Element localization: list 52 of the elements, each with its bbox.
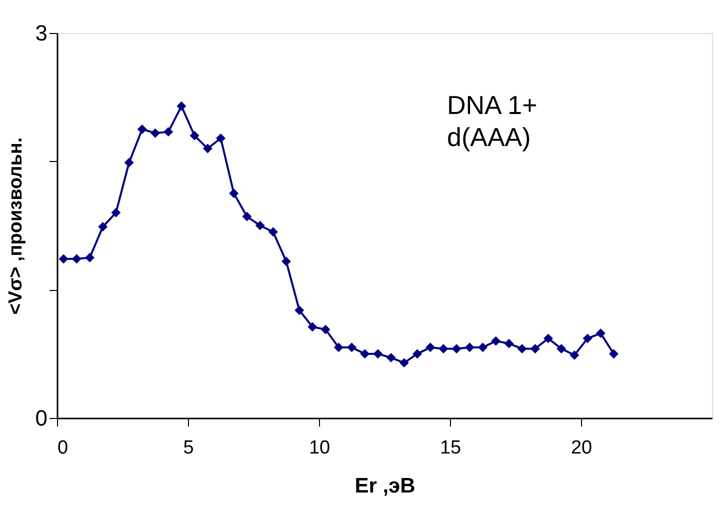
point (556, 344, 566, 354)
point (544, 334, 553, 344)
point (137, 124, 147, 134)
x-tick-label: 20 (570, 438, 592, 458)
y-axis-title: <Vσ> ,произвольн. (5, 137, 26, 315)
point (98, 222, 108, 232)
point (229, 188, 239, 198)
point (124, 158, 134, 168)
point (282, 256, 291, 266)
point (386, 352, 396, 362)
point (58, 254, 68, 264)
point (242, 212, 252, 222)
point (582, 334, 592, 344)
point (530, 344, 540, 354)
point (570, 350, 580, 360)
point (360, 349, 370, 359)
point (216, 133, 226, 143)
point (491, 336, 501, 346)
x-tick-label: 10 (308, 438, 330, 458)
y-tick-label: 3 (35, 20, 48, 46)
annotation: DNA 1+ d(AAA) (447, 90, 538, 152)
point (464, 342, 474, 352)
point (438, 344, 448, 354)
point (334, 342, 344, 352)
point (399, 358, 409, 368)
point (609, 349, 618, 359)
x-tick-label: 5 (183, 438, 194, 458)
point (308, 322, 318, 332)
point (150, 128, 160, 138)
point (202, 144, 212, 154)
point (452, 344, 462, 354)
point (176, 101, 186, 111)
point (85, 252, 94, 262)
point (268, 227, 278, 237)
point (164, 127, 174, 137)
point (478, 342, 488, 352)
point (517, 344, 527, 354)
point (255, 220, 265, 230)
point (596, 328, 606, 338)
point (320, 324, 330, 334)
point (190, 130, 200, 140)
point (294, 305, 304, 315)
point (426, 342, 436, 352)
point (373, 349, 383, 359)
x-axis-title: Er ,эВ (354, 474, 416, 498)
x-tick-label: 0 (58, 438, 68, 458)
point (72, 254, 82, 264)
point (412, 349, 422, 359)
point (504, 338, 514, 348)
point (347, 342, 356, 352)
x-tick-label: 15 (440, 438, 462, 458)
point (111, 208, 121, 218)
